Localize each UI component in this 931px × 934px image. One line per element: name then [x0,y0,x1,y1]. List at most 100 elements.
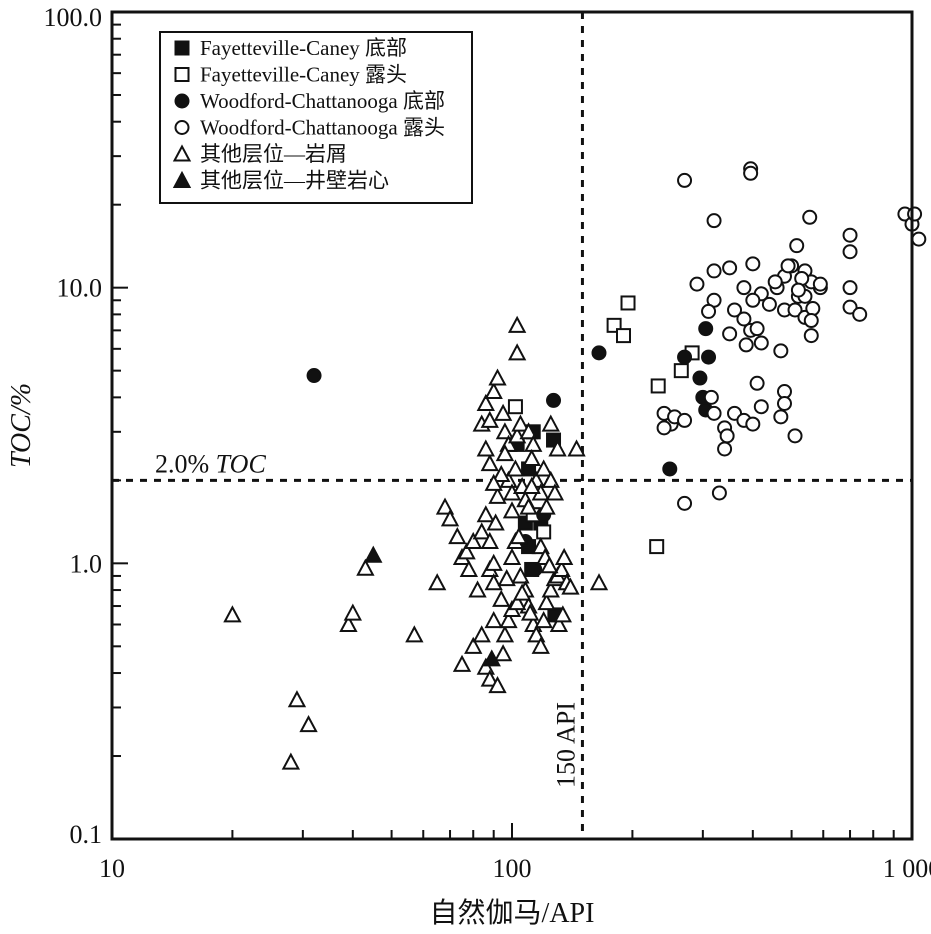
data-point-circle-filled [547,394,560,407]
legend: Fayetteville-Caney 底部 Fayetteville-Caney … [160,32,472,203]
data-point-triangle-open [497,627,512,641]
data-point-circle-open [718,442,731,455]
data-point-square-open [622,296,635,309]
data-point-triangle-open [539,500,554,514]
data-point-triangle-open [496,646,511,660]
data-point-circle-open [708,264,721,277]
data-point-circle-open [763,298,776,311]
data-point-circle-open [790,239,803,252]
data-point-circle-open [702,305,715,318]
data-point-circle-filled [592,346,605,359]
data-point-circle-open [723,327,736,340]
data-point-circle-open [705,391,718,404]
data-point-triangle-open [474,524,489,538]
data-point-circle-open [723,261,736,274]
legend-label: Woodford-Chattanooga 露头 [200,116,445,140]
data-point-circle-open [853,308,866,321]
data-point-triangle-open [543,417,558,431]
data-point-circle-open [778,397,791,410]
data-point-circle-open [746,294,759,307]
data-point-triangle-open [557,550,572,564]
data-point-circle-open [792,284,805,297]
data-point-triangle-open [494,592,509,606]
data-point-circle-open [751,322,764,335]
data-point-circle-open [751,377,764,390]
data-point-circle-filled [693,372,706,385]
data-point-triangle-open [225,607,240,621]
data-point-square-open [652,379,665,392]
data-point-circle-open [782,259,795,272]
data-point-triangle-open [345,606,360,620]
legend-label: Fayetteville-Caney 露头 [200,63,407,87]
data-point-circle-open [678,414,691,427]
data-point-triangle-open [510,345,525,359]
data-point-triangle-open [455,657,470,671]
data-point-circle-open [746,257,759,270]
data-point-triangle-open [289,692,304,706]
data-point-square-open [537,525,550,538]
y-tick-label: 1.0 [70,549,103,578]
data-point-triangle-open [505,550,520,564]
legend-label: Fayetteville-Caney 底部 [200,36,407,60]
data-point-circle-open [844,245,857,258]
data-point-circle-open [912,233,925,246]
data-point-circle-filled [699,322,712,335]
data-point-circle-filled [663,462,676,475]
data-point-triangle-open [407,627,422,641]
data-point-square-open [509,400,522,413]
data-point-circle-open [844,229,857,242]
data-point-triangle-open [486,384,501,398]
data-point-circle-open [755,400,768,413]
legend-label: Woodford-Chattanooga 底部 [200,89,445,113]
data-point-circle-open [678,174,691,187]
data-point-circle-open [814,278,827,291]
data-point-circle-filled [308,369,321,382]
y-tick-label: 0.1 [70,820,103,849]
x-tick-label: 10 [99,854,125,883]
data-point-circle-open [789,429,802,442]
data-point-circle-open [769,275,782,288]
y-axis-title: TOC/% [6,383,37,468]
data-point-triangle-open [450,529,465,543]
legend-marker-circle-filled [176,95,189,108]
data-point-triangle-open [478,441,493,455]
toc-threshold-label: 2.0% TOC [155,449,266,478]
data-point-circle-open [774,344,787,357]
data-point-circle-open [908,208,921,221]
data-point-triangle-open [510,318,525,332]
data-point-triangle-open [283,755,298,769]
data-point-circle-open [721,429,734,442]
data-point-triangle-open [486,613,501,627]
y-tick-label: 10.0 [57,274,103,303]
data-point-circle-filled [702,351,715,364]
legend-marker-square-filled [176,42,189,55]
legend-marker-circle-open [176,121,189,134]
data-point-circle-open [805,329,818,342]
x-tick-label: 1 000 [883,854,931,883]
data-point-square-open [650,540,663,553]
data-point-circle-open [708,407,721,420]
data-point-triangle-open [430,575,445,589]
data-point-triangle-open [474,627,489,641]
legend-label: 其他层位—井壁岩心 [200,169,389,193]
series-5 [225,318,607,769]
data-point-circle-open [746,418,759,431]
data-point-circle-open [803,211,816,224]
data-point-triangle-open [490,489,505,503]
data-point-triangle-open [508,461,523,475]
data-point-circle-open [658,421,671,434]
api-threshold-label: 150 API [551,702,580,788]
data-point-square-open [675,364,688,377]
series-6 [366,548,499,666]
data-point-circle-open [708,214,721,227]
data-point-circle-open [690,278,703,291]
data-point-square-open [617,329,630,342]
y-tick-label: 100.0 [44,3,103,32]
data-points [225,162,925,768]
data-point-circle-open [805,314,818,327]
data-point-circle-open [755,336,768,349]
data-point-triangle-open [497,424,512,438]
data-point-triangle-open [591,575,606,589]
